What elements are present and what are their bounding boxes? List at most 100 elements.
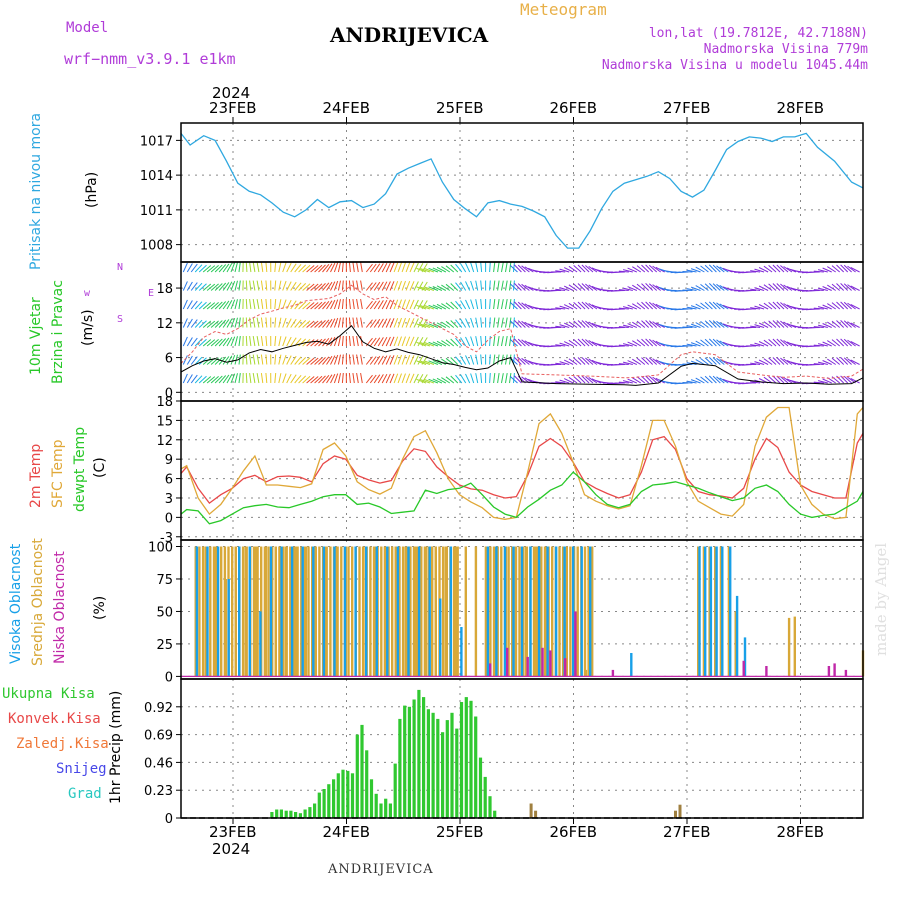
cloud-mid-bar [241,546,245,677]
rain-bar [332,779,336,818]
compass-s: S [117,314,124,325]
cloud-low-bar [827,666,831,677]
bottom-date-label: 24FEB [322,823,370,841]
cloud-high-bar [460,627,463,677]
cloud-mid-bar [281,546,285,677]
year-top: 2024 [212,84,251,102]
cloud-mid-bar [263,546,267,677]
bottom-date-label: 25FEB [436,823,484,841]
rain-bar [483,776,487,818]
station-title: ANDRIJEVICA [330,23,489,47]
footer-station: ANDRIJEVICA [328,862,434,877]
t2m-series [180,432,864,505]
y-tick-label: 0.46 [144,756,173,771]
cloud-high-bar [354,546,357,677]
cloud-high-bar [301,546,304,677]
y-tick-label: 50 [156,605,173,620]
legend-conv: Konvek.Kisa [8,711,101,727]
rain-bar [289,810,293,818]
rain-bar [308,807,312,818]
cloud-mid-bar [734,611,737,677]
y-tick-label: 12 [156,434,173,449]
cloud-high-bar [554,546,558,677]
cloud-mid-bar [245,546,248,677]
cloud-mid-bar [464,546,467,677]
cloud-mid-bar [220,546,223,677]
cloud-high-bar [343,546,347,677]
cloud-mid-bar [558,546,561,677]
cloud-high-bar [396,546,400,677]
cloud-mid-bar [456,546,459,677]
rain-bar [369,779,374,818]
y-tick-label: 100 [148,540,173,555]
rain-bar [270,812,274,818]
cloud-high-bar [216,546,220,677]
rain-bar [459,702,464,818]
cloud-high-bar [537,546,541,677]
rain-bar [464,697,468,818]
cloud-mid-bar [329,546,332,677]
rain-bar [493,810,497,818]
cloud-high-bar [546,546,549,677]
legend-snow: Snijeg [56,761,107,777]
cloud-mid-bar [445,546,448,677]
legend-grad: Grad [68,786,102,802]
cloud-high-bar [743,637,747,677]
cloud-high-bar [704,546,707,677]
cloud-mid-bar [340,546,343,677]
rain-bar [275,809,279,818]
cloud-mid-bar [787,617,791,677]
rain-bar [422,697,426,818]
rain-bar [355,734,359,818]
lonlat-info: lon,lat (19.7812E, 42.7188N) [648,26,868,41]
cloud-mid-bar [318,546,321,677]
cloud-mid-bar [492,546,496,677]
rain-bar [365,750,369,818]
cloud-high-bar [563,546,566,677]
cloud-high-bar [503,546,507,677]
rain-bar-mixed [529,803,533,818]
cloud-mid-bar [347,546,350,677]
rain-bar [431,712,435,818]
rain-bar-mixed [534,810,538,818]
y-tick-label: 0 [165,812,173,827]
rain-bar [417,689,421,818]
rain-bar [469,700,473,818]
y-tick-label: 1017 [140,134,173,149]
cloud-mid-bar [358,546,361,677]
cloud-mid-bar [536,546,539,677]
cloud-mid-bar [300,546,303,677]
rain-bar [313,803,317,818]
cloud-low-bar [833,663,836,677]
rain-bar [478,757,483,818]
cloud-high-bar [580,546,583,677]
cloud-mid-bar [511,546,514,677]
rain-bar [360,724,364,818]
cloud-high-bar [529,546,532,677]
cloud-high-bar [238,546,241,677]
y-tick-label: 1008 [140,239,173,254]
rain-bar [436,718,440,818]
cloud-high-bar [365,546,368,677]
top-date-label: 25FEB [436,99,484,117]
cloud-high-bar [721,546,724,677]
rain-bar-mixed [678,804,682,818]
model-name: wrf−nmm_v3.9.1 e1km [64,50,236,68]
cloud-mid-bar [303,546,307,677]
cloud-mid-bar [372,546,376,677]
cloud-high-bar [572,546,575,677]
cloud-high-bar [715,546,718,677]
rain-bar [374,793,378,818]
cloud-low-bar [541,647,544,677]
cloud-mid-bar [565,546,568,677]
cloud-high-bar [486,546,490,677]
cloud-high-bar [269,546,273,677]
legend-frz: Zaledj.Kisa [16,736,109,752]
cloud-mid-bar [214,546,217,677]
y-tick-label: 0 [165,386,173,401]
meteogram-label: Meteogram [520,0,607,19]
panel-frame [180,122,864,263]
top-date-label: 26FEB [549,99,597,117]
rain-bar [279,809,283,818]
cloud-high-bar [259,611,262,677]
